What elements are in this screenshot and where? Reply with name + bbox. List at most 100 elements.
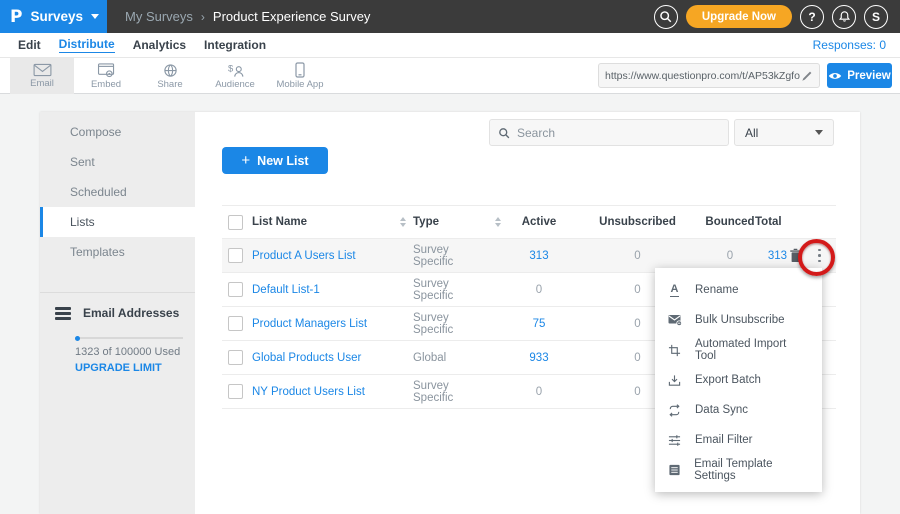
email-usage-progressbar	[75, 335, 183, 341]
preview-button[interactable]: Preview	[827, 63, 892, 88]
new-list-button[interactable]: + New List	[222, 147, 328, 174]
toolbar-item-audience[interactable]: $ Audience	[203, 58, 267, 94]
menu-item-data-sync[interactable]: Data Sync	[655, 395, 822, 425]
row-actions-context-menu: A Rename Bulk Unsubscribe Automated Impo…	[655, 268, 822, 492]
table-row[interactable]: Product A Users List Survey Specific 313…	[222, 239, 836, 273]
svg-text:$: $	[228, 63, 234, 73]
list-name-link[interactable]: Default List-1	[252, 283, 320, 296]
sidebar-item-templates[interactable]: Templates	[70, 245, 125, 259]
delete-list-button[interactable]	[789, 248, 802, 263]
toolbar-item-label: Mobile App	[276, 79, 324, 90]
tab-integration[interactable]: Integration	[204, 37, 267, 52]
col-header-active: Active	[521, 216, 557, 228]
list-type: Survey Specific	[413, 311, 454, 336]
upgrade-limit-link[interactable]: UPGRADE LIMIT	[75, 362, 162, 374]
active-count[interactable]: 933	[529, 351, 549, 364]
filter-selected-value: All	[745, 125, 759, 140]
survey-url-input[interactable]	[605, 69, 801, 82]
mobile-app-icon	[295, 62, 305, 78]
table-row[interactable]: Global Products User Global 933 0	[222, 341, 836, 375]
responses-count[interactable]: Responses: 0	[812, 38, 886, 52]
share-icon	[163, 63, 177, 77]
product-switcher[interactable]: P Surveys	[0, 0, 107, 33]
breadcrumb-my-surveys[interactable]: My Surveys	[125, 9, 193, 24]
row-checkbox[interactable]	[228, 350, 243, 365]
menu-item-email-template-settings[interactable]: Email Template Settings	[655, 455, 822, 485]
lists-panel: All + New List List Name Type Active Uns…	[195, 112, 860, 514]
edit-pencil-icon[interactable]	[801, 70, 813, 82]
table-row[interactable]: Default List-1 Survey Specific 0 0	[222, 273, 836, 307]
list-type: Global	[413, 351, 447, 364]
active-count[interactable]: 75	[532, 317, 546, 330]
toolbar-item-share[interactable]: Share	[138, 58, 202, 94]
email-filter-icon	[668, 434, 681, 446]
export-batch-icon	[668, 374, 681, 386]
questionpro-logo-icon: P	[10, 6, 23, 27]
menu-item-export-batch[interactable]: Export Batch	[655, 365, 822, 395]
row-checkbox[interactable]	[228, 248, 243, 263]
list-search-input[interactable]	[517, 125, 720, 140]
progress-dot	[75, 335, 80, 341]
search-button[interactable]	[653, 4, 678, 29]
unsubscribed-count: 0	[634, 249, 641, 262]
menu-item-rename[interactable]: A Rename	[655, 275, 822, 305]
tab-edit[interactable]: Edit	[18, 37, 41, 52]
sort-list-name-icon[interactable]	[393, 217, 413, 227]
row-checkbox[interactable]	[228, 282, 243, 297]
upgrade-now-button[interactable]: Upgrade Now	[685, 5, 792, 28]
sidebar-item-lists[interactable]: Lists	[40, 207, 195, 237]
list-name-link[interactable]: Product Managers List	[252, 317, 368, 330]
unsubscribed-count: 0	[634, 317, 641, 330]
table-row[interactable]: Product Managers List Survey Specific 75…	[222, 307, 836, 341]
list-name-link[interactable]: Global Products User	[252, 351, 362, 364]
sort-type-icon[interactable]	[488, 217, 508, 227]
col-header-list-name[interactable]: List Name	[252, 216, 307, 228]
active-count[interactable]: 313	[529, 249, 549, 262]
top-bar: P Surveys My Surveys › Product Experienc…	[0, 0, 900, 33]
col-header-type[interactable]: Type	[413, 216, 439, 228]
survey-url-field	[598, 63, 820, 88]
list-search-box	[489, 119, 729, 146]
toolbar-item-label: Share	[157, 78, 183, 90]
row-checkbox[interactable]	[228, 316, 243, 331]
audience-icon: $	[228, 63, 243, 77]
chevron-down-icon	[815, 130, 823, 135]
menu-item-bulk-unsubscribe[interactable]: Bulk Unsubscribe	[655, 305, 822, 335]
toolbar-item-embed[interactable]: Embed	[74, 58, 138, 94]
survey-tab-bar: Edit Distribute Analytics Integration Re…	[0, 33, 900, 58]
toolbar-item-mobile-app[interactable]: Mobile App	[268, 58, 332, 94]
email-template-settings-icon	[668, 464, 680, 476]
col-header-total: Total	[755, 216, 782, 228]
notifications-button[interactable]	[832, 4, 856, 29]
total-count[interactable]: 313	[767, 249, 787, 262]
menu-item-automated-import-tool[interactable]: Automated Import Tool	[655, 335, 822, 365]
menu-item-label: Export Batch	[695, 374, 761, 386]
row-actions-menu-button[interactable]	[812, 246, 827, 266]
product-menu-label: Surveys	[30, 9, 84, 24]
list-name-link[interactable]: NY Product Users List	[252, 385, 365, 398]
table-row[interactable]: NY Product Users List Survey Specific 0 …	[222, 375, 836, 409]
rename-icon: A	[669, 283, 680, 297]
sidebar-item-scheduled[interactable]: Scheduled	[70, 185, 127, 199]
breadcrumb: My Surveys › Product Experience Survey	[125, 9, 370, 24]
list-name-link[interactable]: Product A Users List	[252, 249, 356, 262]
list-filter-dropdown[interactable]: All	[734, 119, 834, 146]
search-icon	[660, 11, 672, 23]
list-type: Survey Specific	[413, 277, 454, 302]
sidebar-item-compose[interactable]: Compose	[70, 125, 122, 139]
select-all-checkbox[interactable]	[228, 214, 243, 230]
breadcrumb-current-survey: Product Experience Survey	[212, 9, 371, 24]
menu-item-email-filter[interactable]: Email Filter	[655, 425, 822, 455]
row-checkbox[interactable]	[228, 384, 243, 399]
trash-icon	[790, 248, 801, 262]
avatar[interactable]: S	[864, 4, 888, 29]
sidebar-item-sent[interactable]: Sent	[70, 155, 95, 169]
list-type: Survey Specific	[413, 243, 454, 268]
help-button[interactable]: ?	[800, 4, 824, 29]
tab-distribute[interactable]: Distribute	[58, 37, 115, 53]
unsubscribed-count: 0	[634, 351, 641, 364]
data-sync-icon	[669, 403, 680, 417]
menu-item-label: Automated Import Tool	[694, 338, 787, 362]
tab-analytics[interactable]: Analytics	[132, 37, 187, 52]
toolbar-item-email[interactable]: Email	[10, 58, 74, 94]
